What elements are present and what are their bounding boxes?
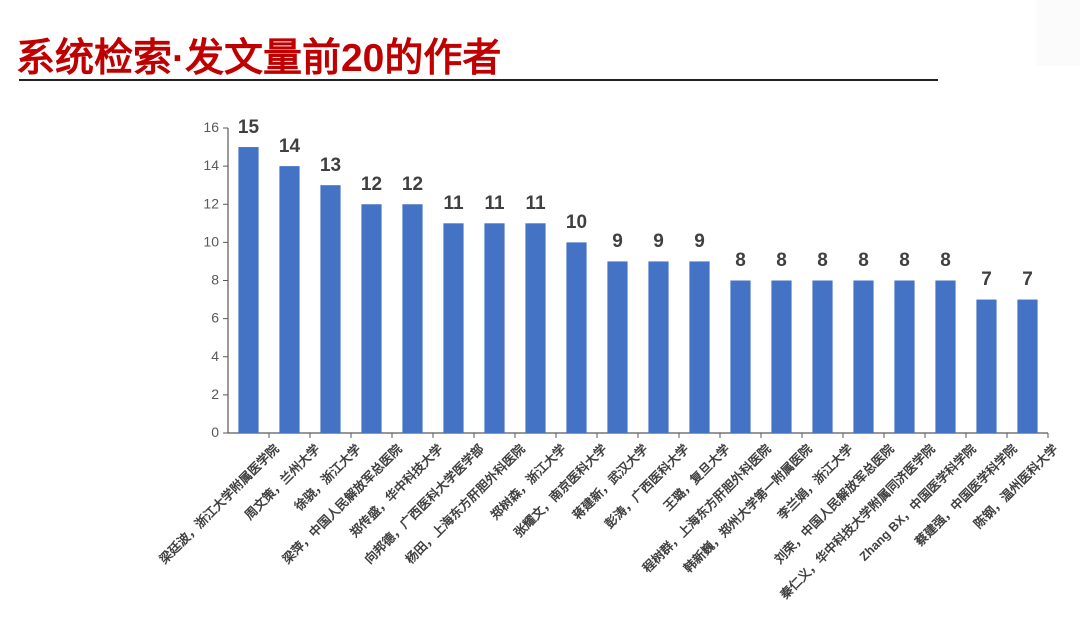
svg-text:2: 2 <box>211 386 219 402</box>
svg-text:10: 10 <box>203 233 219 249</box>
svg-text:8: 8 <box>211 272 219 288</box>
svg-text:12: 12 <box>203 195 219 211</box>
svg-text:6: 6 <box>211 310 219 326</box>
svg-text:0: 0 <box>211 424 219 440</box>
svg-text:14: 14 <box>203 157 219 173</box>
svg-text:4: 4 <box>211 348 219 364</box>
svg-text:16: 16 <box>203 119 219 135</box>
